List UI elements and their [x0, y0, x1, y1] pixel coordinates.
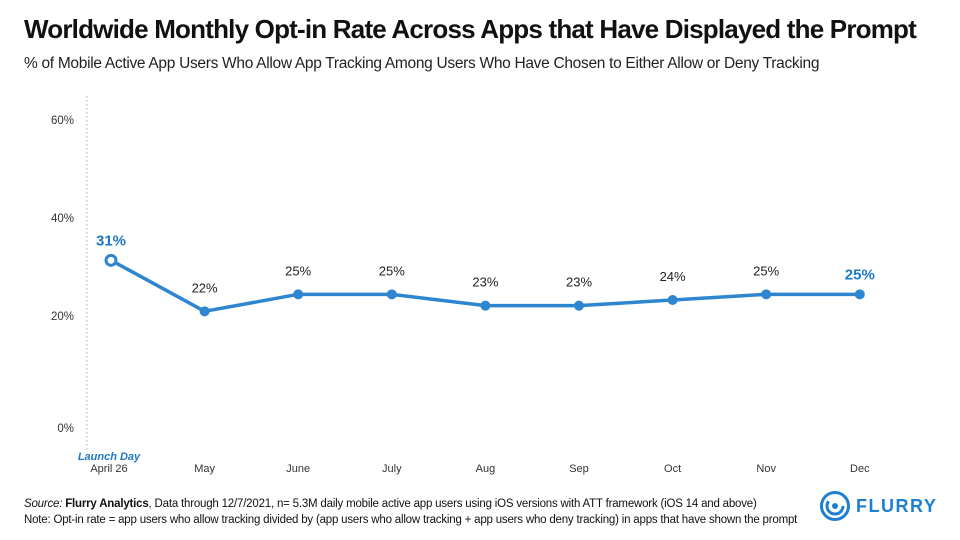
x-tick-label: April 26	[90, 463, 127, 475]
data-point	[854, 289, 865, 300]
logo-text: FLURRY	[856, 495, 938, 516]
flurry-swirl-icon	[820, 491, 850, 521]
line-chart: 60% 40% 20% 0% 31% 22% 25% 25% 23% 23% 24% 25% 25% Ap…	[51, 96, 875, 475]
data-label: 23%	[472, 275, 498, 290]
source-details: , Data through 12/7/2021, n= 5.3M daily …	[148, 498, 757, 510]
data-point	[761, 289, 772, 300]
data-point	[293, 289, 304, 300]
source-line: Source: Flurry Analytics, Data through 1…	[24, 496, 797, 512]
flurry-logo: FLURRY	[820, 491, 937, 521]
source-name: Flurry Analytics	[65, 498, 149, 510]
footer: Source: Flurry Analytics, Data through 1…	[24, 496, 797, 528]
launch-day-annotation: Launch Day	[78, 451, 141, 463]
data-point	[199, 306, 210, 317]
data-label: 25%	[379, 263, 405, 278]
y-tick-label: 60%	[51, 115, 74, 127]
data-label: 25%	[285, 263, 311, 278]
chart-title: Worldwide Monthly Opt-in Rate Across App…	[24, 14, 917, 44]
x-tick-label: Dec	[850, 463, 870, 475]
source-prefix: Source:	[24, 498, 66, 510]
data-point	[480, 300, 491, 311]
data-point	[667, 295, 678, 305]
data-point	[574, 300, 584, 311]
x-tick-label: Oct	[664, 463, 681, 475]
x-tick-label: June	[286, 463, 310, 475]
x-tick-label: July	[382, 463, 402, 475]
chart-subtitle: % of Mobile Active App Users Who Allow A…	[24, 55, 820, 72]
y-tick-label: 40%	[51, 213, 74, 225]
data-label: 25%	[753, 263, 779, 278]
x-tick-label: Nov	[756, 463, 776, 475]
data-label: 25%	[845, 266, 875, 283]
data-label: 31%	[96, 232, 126, 249]
data-point	[386, 289, 397, 300]
data-label: 24%	[660, 269, 686, 284]
note-line: Note: Opt-in rate = app users who allow …	[24, 514, 798, 526]
x-tick-label: Aug	[476, 463, 496, 475]
data-label: 22%	[192, 280, 218, 295]
y-tick-label: 20%	[51, 311, 74, 323]
data-point	[104, 253, 118, 267]
x-tick-label: Sep	[569, 463, 589, 475]
x-tick-label: May	[194, 463, 215, 475]
y-tick-label: 0%	[57, 423, 74, 435]
data-label: 23%	[566, 275, 592, 290]
